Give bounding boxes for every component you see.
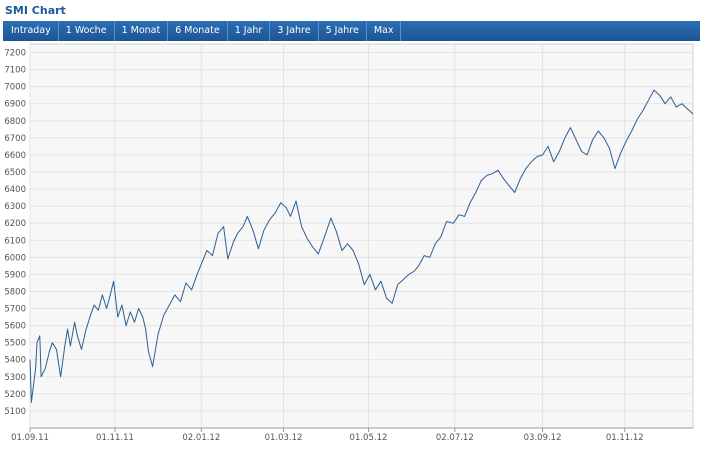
- y-tick-label: 7000: [4, 83, 26, 93]
- x-tick-label: 03.09.12: [524, 433, 562, 443]
- y-tick-label: 6000: [4, 253, 26, 263]
- y-tick-label: 5200: [4, 390, 26, 400]
- y-tick-label: 6400: [4, 185, 26, 195]
- tab-intraday[interactable]: Intraday: [3, 21, 59, 41]
- tab-max[interactable]: Max: [367, 21, 402, 41]
- y-tick-label: 6700: [4, 134, 26, 144]
- x-tick-label: 01.11.11: [96, 433, 134, 443]
- x-tick-label: 01.09.11: [11, 433, 49, 443]
- series-line: [29, 89, 694, 403]
- y-tick-label: 5600: [4, 322, 26, 332]
- y-tick-label: 5900: [4, 270, 26, 280]
- y-tick-label: 5100: [4, 407, 26, 417]
- y-tick-label: 5800: [4, 287, 26, 297]
- y-tick-label: 5700: [4, 305, 26, 315]
- x-tick-label: 02.07.12: [436, 433, 474, 443]
- tab-1-jahr[interactable]: 1 Jahr: [228, 21, 271, 41]
- y-tick-label: 6500: [4, 168, 26, 178]
- tab-1-woche[interactable]: 1 Woche: [59, 21, 115, 41]
- y-tick-label: 6200: [4, 219, 26, 229]
- y-tick-label: 5300: [4, 373, 26, 383]
- chart-title: SMI Chart: [5, 4, 66, 17]
- x-tick-label: 01.03.12: [265, 433, 303, 443]
- y-tick-label: 6100: [4, 236, 26, 246]
- y-tick-label: 6300: [4, 202, 26, 212]
- tab-5-jahre[interactable]: 5 Jahre: [319, 21, 367, 41]
- tab-6-monate[interactable]: 6 Monate: [168, 21, 228, 41]
- y-tick-label: 7100: [4, 66, 26, 76]
- y-tick-label: 5500: [4, 339, 26, 349]
- y-tick-label: 5400: [4, 356, 26, 366]
- x-tick-label: 01.05.12: [350, 433, 388, 443]
- y-tick-label: 7200: [4, 49, 26, 59]
- x-tick-label: 02.01.12: [182, 433, 220, 443]
- tab-3-jahre[interactable]: 3 Jahre: [270, 21, 319, 41]
- plot-area: [29, 43, 694, 429]
- y-tick-label: 6900: [4, 100, 26, 110]
- time-range-tabs: Intraday 1 Woche 1 Monat 6 Monate 1 Jahr…: [3, 21, 700, 41]
- y-tick-label: 6800: [4, 117, 26, 127]
- x-tick-label: 01.11.12: [606, 433, 644, 443]
- tab-1-monat[interactable]: 1 Monat: [115, 21, 169, 41]
- y-tick-label: 6600: [4, 151, 26, 161]
